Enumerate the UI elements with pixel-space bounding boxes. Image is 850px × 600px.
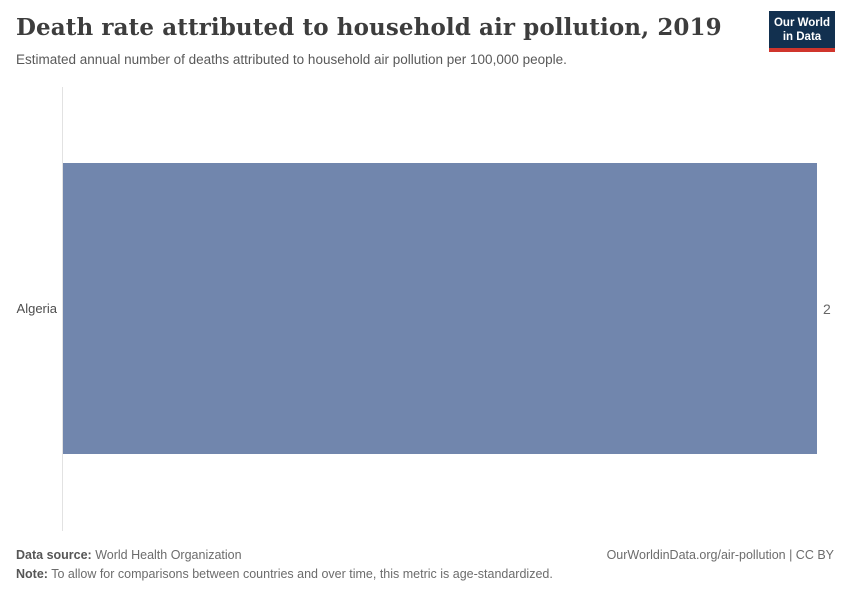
- y-axis-line: [62, 87, 63, 531]
- license-link[interactable]: OurWorldinData.org/air-pollution | CC BY: [606, 548, 834, 562]
- data-source-value: World Health Organization: [91, 548, 242, 562]
- bar-category-label: Algeria: [16, 301, 57, 316]
- page-title: Death rate attributed to household air p…: [16, 14, 722, 41]
- chart-subtitle: Estimated annual number of deaths attrib…: [16, 52, 567, 67]
- owid-logo-line1: Our World: [773, 17, 830, 29]
- bar-algeria[interactable]: [63, 163, 817, 454]
- owid-logo-line2: in Data: [782, 31, 822, 43]
- chart-footer: Data source: World Health Organization O…: [16, 548, 834, 581]
- data-source-label: Data source:: [16, 548, 92, 562]
- note-line: Note: To allow for comparisons between c…: [16, 567, 834, 581]
- data-source-line: Data source: World Health Organization: [16, 548, 242, 562]
- note-label: Note:: [16, 567, 48, 581]
- bar-value-label: 2: [823, 300, 831, 317]
- owid-logo[interactable]: Our World in Data: [769, 11, 835, 52]
- note-value: To allow for comparisons between countri…: [47, 567, 553, 581]
- bar-row: 2: [63, 163, 831, 454]
